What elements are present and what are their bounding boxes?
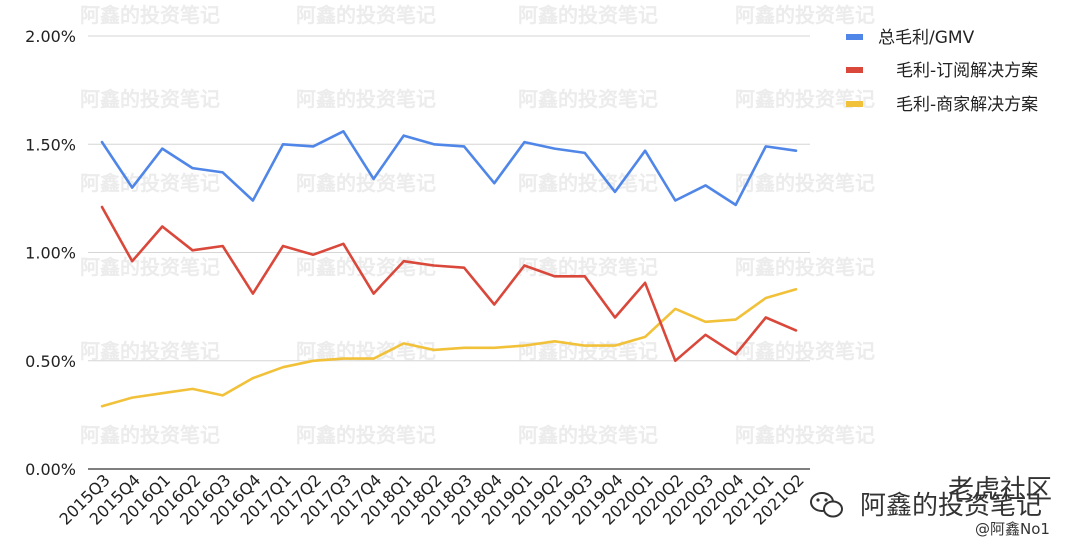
legend-swatch <box>846 67 863 73</box>
x-axis: 2015Q32015Q42016Q12016Q22016Q32016Q42017… <box>55 470 807 528</box>
gridlines <box>88 35 810 470</box>
watermark-text: 阿鑫的投资笔记 <box>735 255 875 279</box>
y-tick-label: 0.50% <box>25 352 76 371</box>
brand-handle: @阿鑫No1 <box>975 520 1050 538</box>
watermark-text: 阿鑫的投资笔记 <box>80 3 220 27</box>
watermark-text: 阿鑫的投资笔记 <box>735 87 875 111</box>
watermark-text: 阿鑫的投资笔记 <box>296 255 436 279</box>
brand-name: 阿鑫的投资笔记 <box>860 491 1042 521</box>
watermark-text: 阿鑫的投资笔记 <box>735 3 875 27</box>
branding: 老虎社区 阿鑫的投资笔记 @阿鑫No1 <box>810 475 1052 538</box>
y-tick-label: 1.00% <box>25 244 76 263</box>
watermark-text: 阿鑫的投资笔记 <box>80 87 220 111</box>
series-line-0 <box>100 130 798 207</box>
watermark-text: 阿鑫的投资笔记 <box>80 171 220 195</box>
watermark-text: 阿鑫的投资笔记 <box>80 339 220 363</box>
series-line-2 <box>100 287 798 408</box>
y-tick-label: 0.00% <box>25 460 76 479</box>
legend-label: 总毛利/GMV <box>878 28 975 48</box>
watermark-text: 阿鑫的投资笔记 <box>518 87 658 111</box>
watermark-text: 阿鑫的投资笔记 <box>80 423 220 447</box>
watermark-text: 阿鑫的投资笔记 <box>735 339 875 363</box>
y-tick-label: 1.50% <box>25 135 76 154</box>
y-axis: 0.00% 0.50% 1.00% 1.50% 2.00% <box>25 27 76 479</box>
watermark-text: 阿鑫的投资笔记 <box>518 171 658 195</box>
watermark-text: 阿鑫的投资笔记 <box>735 171 875 195</box>
watermark-text: 阿鑫的投资笔记 <box>518 255 658 279</box>
series-lines <box>100 130 798 408</box>
legend-label: 毛利-订阅解决方案 <box>896 61 1038 81</box>
legend-swatch <box>846 34 863 40</box>
y-tick-label: 2.00% <box>25 27 76 46</box>
watermark-text: 阿鑫的投资笔记 <box>296 171 436 195</box>
watermark-text: 阿鑫的投资笔记 <box>296 87 436 111</box>
watermark-text: 阿鑫的投资笔记 <box>80 255 220 279</box>
legend-label: 毛利-商家解决方案 <box>896 95 1038 115</box>
series-line-1 <box>100 205 798 363</box>
legend-swatch <box>846 101 863 107</box>
watermark-text: 阿鑫的投资笔记 <box>296 423 436 447</box>
watermark-text: 阿鑫的投资笔记 <box>296 3 436 27</box>
watermark-text: 阿鑫的投资笔记 <box>735 423 875 447</box>
watermark-text: 阿鑫的投资笔记 <box>518 3 658 27</box>
wechat-icon <box>810 492 843 518</box>
brand-overlay-text: 老虎社区 <box>948 475 1052 505</box>
watermark-text: 阿鑫的投资笔记 <box>518 423 658 447</box>
